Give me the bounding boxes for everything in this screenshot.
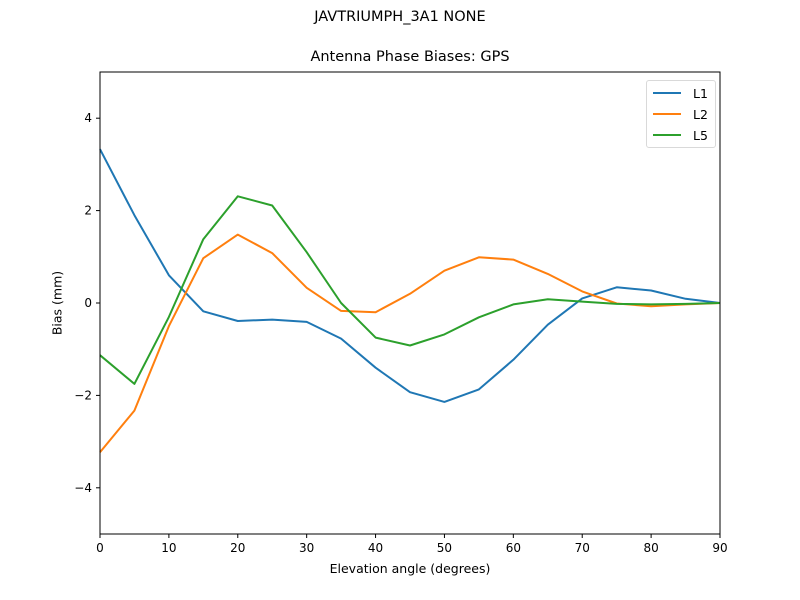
y-tick-label: 2 — [84, 204, 92, 218]
x-tick-label: 50 — [437, 541, 452, 555]
x-axis-label: Elevation angle (degrees) — [329, 561, 491, 576]
legend-line-icon — [653, 92, 681, 94]
legend-item-l1: L1 — [653, 85, 708, 101]
x-tick-label: 80 — [643, 541, 658, 555]
legend-item-l5: L5 — [653, 127, 708, 143]
legend-label: L5 — [693, 127, 708, 143]
legend-item-l2: L2 — [653, 106, 708, 122]
y-tick-label: −4 — [74, 481, 92, 495]
y-axis-ticks: −4 −2 0 2 4 — [74, 111, 100, 495]
x-tick-label: 0 — [96, 541, 104, 555]
x-tick-label: 60 — [506, 541, 521, 555]
series-layer — [99, 148, 721, 453]
series-line-l5 — [99, 195, 721, 385]
figure-suptitle: JAVTRIUMPH_3A1 NONE — [314, 9, 486, 25]
x-tick-label: 20 — [230, 541, 245, 555]
legend-line-icon — [653, 134, 681, 136]
legend-line-icon — [653, 113, 681, 115]
x-tick-label: 90 — [712, 541, 727, 555]
y-tick-label: 4 — [84, 111, 92, 125]
y-tick-label: −2 — [74, 388, 92, 402]
x-tick-label: 30 — [299, 541, 314, 555]
x-tick-label: 40 — [368, 541, 383, 555]
y-axis-label: Bias (mm) — [49, 270, 65, 336]
axes-frame — [99, 71, 721, 535]
legend-label: L2 — [693, 106, 708, 122]
chart-title: Antenna Phase Biases: GPS — [310, 49, 510, 65]
series-line-l2 — [99, 233, 721, 453]
legend-label: L1 — [693, 85, 708, 101]
x-tick-label: 10 — [161, 541, 176, 555]
x-tick-label: 70 — [575, 541, 590, 555]
x-axis-ticks: 0 10 20 30 40 50 60 70 80 90 — [96, 534, 728, 555]
legend: L1 L2 L5 — [646, 80, 716, 148]
series-line-l1 — [99, 148, 721, 403]
y-tick-label: 0 — [84, 296, 92, 310]
